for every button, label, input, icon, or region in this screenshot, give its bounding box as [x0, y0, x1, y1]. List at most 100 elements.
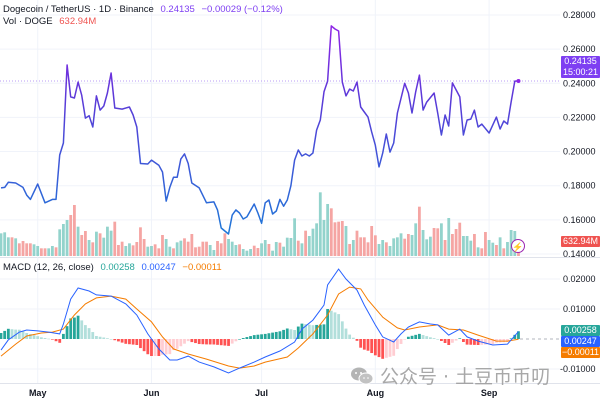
time-tick-label: Sep: [481, 388, 498, 398]
volume-bar: [139, 227, 142, 256]
volume-bar: [462, 236, 465, 256]
macd-histogram-bar: [348, 334, 352, 339]
macd-histogram-bar: [161, 339, 164, 355]
macd-histogram-bar: [245, 337, 249, 339]
macd-histogram-bar: [238, 339, 241, 340]
macd-histogram-bar: [274, 331, 278, 339]
volume-bar: [458, 222, 462, 256]
volume-label: Vol · DOGE: [3, 16, 53, 27]
volume-bar: [506, 242, 509, 256]
volume-bar: [47, 248, 51, 256]
volume-bar: [417, 206, 421, 256]
volume-bar: [296, 240, 300, 256]
volume-bar: [440, 223, 443, 256]
macd-histogram-bar: [476, 339, 480, 345]
volume-bar: [366, 242, 370, 256]
macd-histogram-bar: [135, 339, 139, 345]
macd-tick-label: 0.02000: [563, 274, 596, 284]
macd-histogram-bar: [179, 339, 183, 347]
volume-bar: [421, 230, 425, 256]
macd-histogram-bar: [359, 339, 363, 348]
macd-histogram-bar: [315, 324, 319, 339]
volume-bar: [95, 231, 98, 256]
volume-bar: [245, 250, 249, 256]
macd-histogram-bar: [109, 339, 113, 340]
macd-histogram-bar: [131, 339, 135, 345]
macd-histogram-bar: [164, 339, 168, 355]
volume-bar: [293, 218, 296, 256]
volume-bar: [124, 246, 128, 256]
volume-bar: [54, 247, 58, 256]
time-tick-label: Jul: [255, 388, 268, 398]
macd-histogram-bar: [355, 339, 359, 341]
volume-bar: [32, 244, 36, 256]
macd-histogram-bar: [465, 339, 469, 345]
volume-bar: [282, 246, 285, 256]
macd-histogram-bar: [10, 329, 14, 339]
price-badge-value: 0.24135: [564, 56, 597, 66]
macd-histogram-bar: [80, 320, 84, 339]
volume-bar: [443, 240, 447, 256]
macd-histogram-bar: [373, 339, 377, 356]
volume-bar: [128, 243, 131, 256]
macd-histogram-bar: [230, 339, 234, 344]
macd-histogram-bar: [351, 337, 355, 339]
macd-histogram-bar: [322, 324, 326, 339]
macd-histogram-bar: [43, 338, 47, 339]
volume-bar: [120, 241, 124, 256]
macd-histogram-bar: [157, 339, 161, 356]
macd-histogram-bar: [124, 339, 128, 344]
axes: 0.28000 0.26000 0.24000 0.22000 0.20000 0.180…: [29, 10, 596, 398]
macd-histogram-bar: [113, 339, 117, 341]
volume-bar: [392, 238, 396, 256]
macd-histogram-bar: [212, 339, 216, 345]
macd-histogram-bar: [54, 339, 58, 342]
volume-bar: [388, 246, 392, 256]
macd-histogram-bar: [337, 314, 341, 339]
macd-histogram-bar: [326, 309, 330, 339]
price-tick-label: 0.22000: [563, 112, 596, 122]
macd-tick-label: -0.01000: [560, 364, 596, 374]
macd-histogram-bar: [201, 339, 205, 345]
volume-bar: [274, 242, 278, 256]
volume-bar: [190, 234, 194, 256]
macd-histogram-bar: [513, 334, 517, 339]
macd-histogram-bar: [473, 339, 476, 345]
macd-histogram-bar: [366, 339, 370, 351]
macd-histogram-bar: [425, 336, 429, 339]
volume-bar: [223, 233, 227, 256]
lightning-icon[interactable]: ⚡: [511, 239, 525, 253]
volume-bar: [359, 237, 363, 256]
volume-bar: [454, 229, 458, 256]
volume-bar: [425, 239, 429, 256]
volume-bar: [348, 244, 352, 256]
volume-bar: [172, 248, 175, 256]
macd-histogram-bar: [223, 339, 227, 346]
macd-histogram-bar: [28, 334, 32, 339]
macd-histogram-bar: [454, 339, 458, 341]
volume-bar: [91, 242, 95, 256]
macd-histogram-bar: [197, 339, 201, 345]
volume-bar: [117, 245, 120, 256]
macd-histogram-bar: [252, 335, 256, 339]
macd-histogram-bar: [153, 339, 157, 356]
macd-signal-badge: −0.00011: [561, 347, 600, 358]
volume-bar: [150, 246, 153, 256]
volume-bar: [502, 248, 506, 256]
volume-bars: [0, 192, 520, 256]
volume-bar: [102, 237, 106, 256]
volume-bar: [238, 244, 241, 256]
macd-histogram-bar: [186, 339, 190, 342]
volume-bar: [362, 237, 366, 256]
macd-histogram-bar: [362, 339, 366, 350]
macd-histogram-bar: [440, 339, 443, 341]
macd-histogram-bar: [139, 339, 142, 349]
price-tick-label: 0.20000: [563, 147, 596, 157]
volume-bar: [451, 234, 454, 256]
macd-histogram-bar: [227, 339, 230, 346]
macd-line-badge: 0.00247: [561, 336, 600, 347]
volume-bar: [87, 240, 91, 256]
volume-bar: [25, 243, 29, 256]
price-change: −0.00029 (−0.12%): [201, 4, 283, 15]
